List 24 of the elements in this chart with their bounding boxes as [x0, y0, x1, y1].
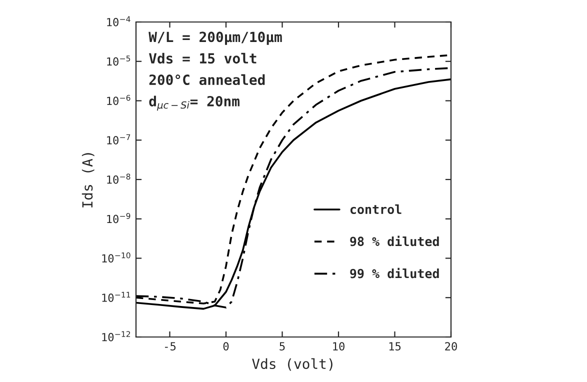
y-tick-label: 10$^{−11}$ [102, 292, 130, 302]
y-tick-label: 10$^{−10}$ [102, 252, 130, 263]
y-axis-title: Ids (A) [82, 153, 94, 208]
x-tick-label: -5 [164, 342, 176, 351]
x-tick-label: 0 [223, 342, 229, 351]
x-tick-label: 20 [445, 342, 457, 351]
annotation: W/L = 200μm/10μm [148, 32, 282, 45]
x-axis-title: Vds (volt) [252, 358, 332, 371]
annotation: d$_{μc−Si}$= 20nm [149, 96, 240, 111]
y-tick-label: 10$^{−7}$ [107, 134, 130, 144]
y-tick-label: 10$^{−8}$ [107, 174, 130, 184]
y-tick-label: 10$^{−6}$ [107, 94, 130, 106]
x-tick-label: 15 [389, 342, 401, 351]
legend-label: 99 % diluted [350, 268, 439, 278]
annotation: Vds = 15 volt [148, 52, 256, 64]
legend-label: control [350, 204, 402, 214]
y-tick-label: 10$^{−5}$ [107, 56, 130, 66]
annotation: 200°C annealed [149, 74, 265, 86]
x-tick-label: 5 [280, 342, 285, 351]
y-tick-label: 10$^{−4}$ [107, 16, 130, 26]
legend-label: 98 % diluted [350, 236, 439, 246]
y-tick-label: 10$^{−12}$ [102, 331, 130, 342]
x-tick-label: 10 [333, 342, 344, 351]
y-tick-label: 10$^{−9}$ [107, 213, 130, 224]
